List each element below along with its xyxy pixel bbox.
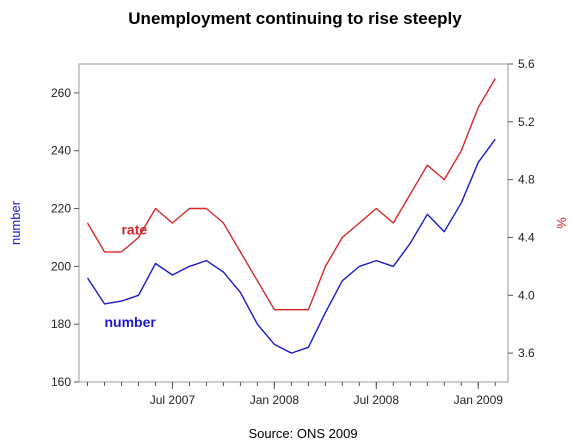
series-line-rate (86, 78, 496, 311)
left-axis: 160 180 200 220 240 260 (51, 86, 79, 389)
right-tick-label: 5.2 (518, 115, 535, 129)
chart-title: Unemployment continuing to rise steeply (128, 9, 462, 28)
left-tick-label: 180 (51, 317, 71, 331)
right-tick-label: 3.6 (518, 346, 535, 360)
x-tick-label: Jul 2008 (354, 393, 400, 407)
x-axis: Jul 2007 Jan 2008 Jul 2008 Jan 2009 (86, 382, 504, 407)
right-tick-label: 5.6 (518, 57, 535, 71)
series-lines (86, 78, 496, 354)
left-axis-title: number (8, 200, 23, 245)
series-labels: number rate (104, 222, 156, 331)
x-tick-label: Jul 2007 (150, 393, 196, 407)
left-tick-label: 200 (51, 259, 71, 273)
left-tick-label: 240 (51, 144, 71, 158)
right-tick-label: 4.4 (518, 230, 535, 244)
x-tick-label: Jan 2009 (454, 393, 504, 407)
right-axis-title: % (554, 217, 569, 229)
left-tick-label: 160 (51, 375, 71, 389)
right-axis: 3.6 4.0 4.4 4.8 5.2 5.6 (508, 57, 535, 360)
left-tick-label: 260 (51, 86, 71, 100)
x-tick-label: Jan 2008 (250, 393, 300, 407)
source-note: Source: ONS 2009 (248, 426, 357, 441)
series-label-rate: rate (121, 222, 147, 238)
right-tick-label: 4.0 (518, 288, 535, 302)
left-tick-label: 220 (51, 202, 71, 216)
series-label-number: number (104, 314, 156, 330)
series-line-number (86, 138, 496, 354)
right-tick-label: 4.8 (518, 173, 535, 187)
